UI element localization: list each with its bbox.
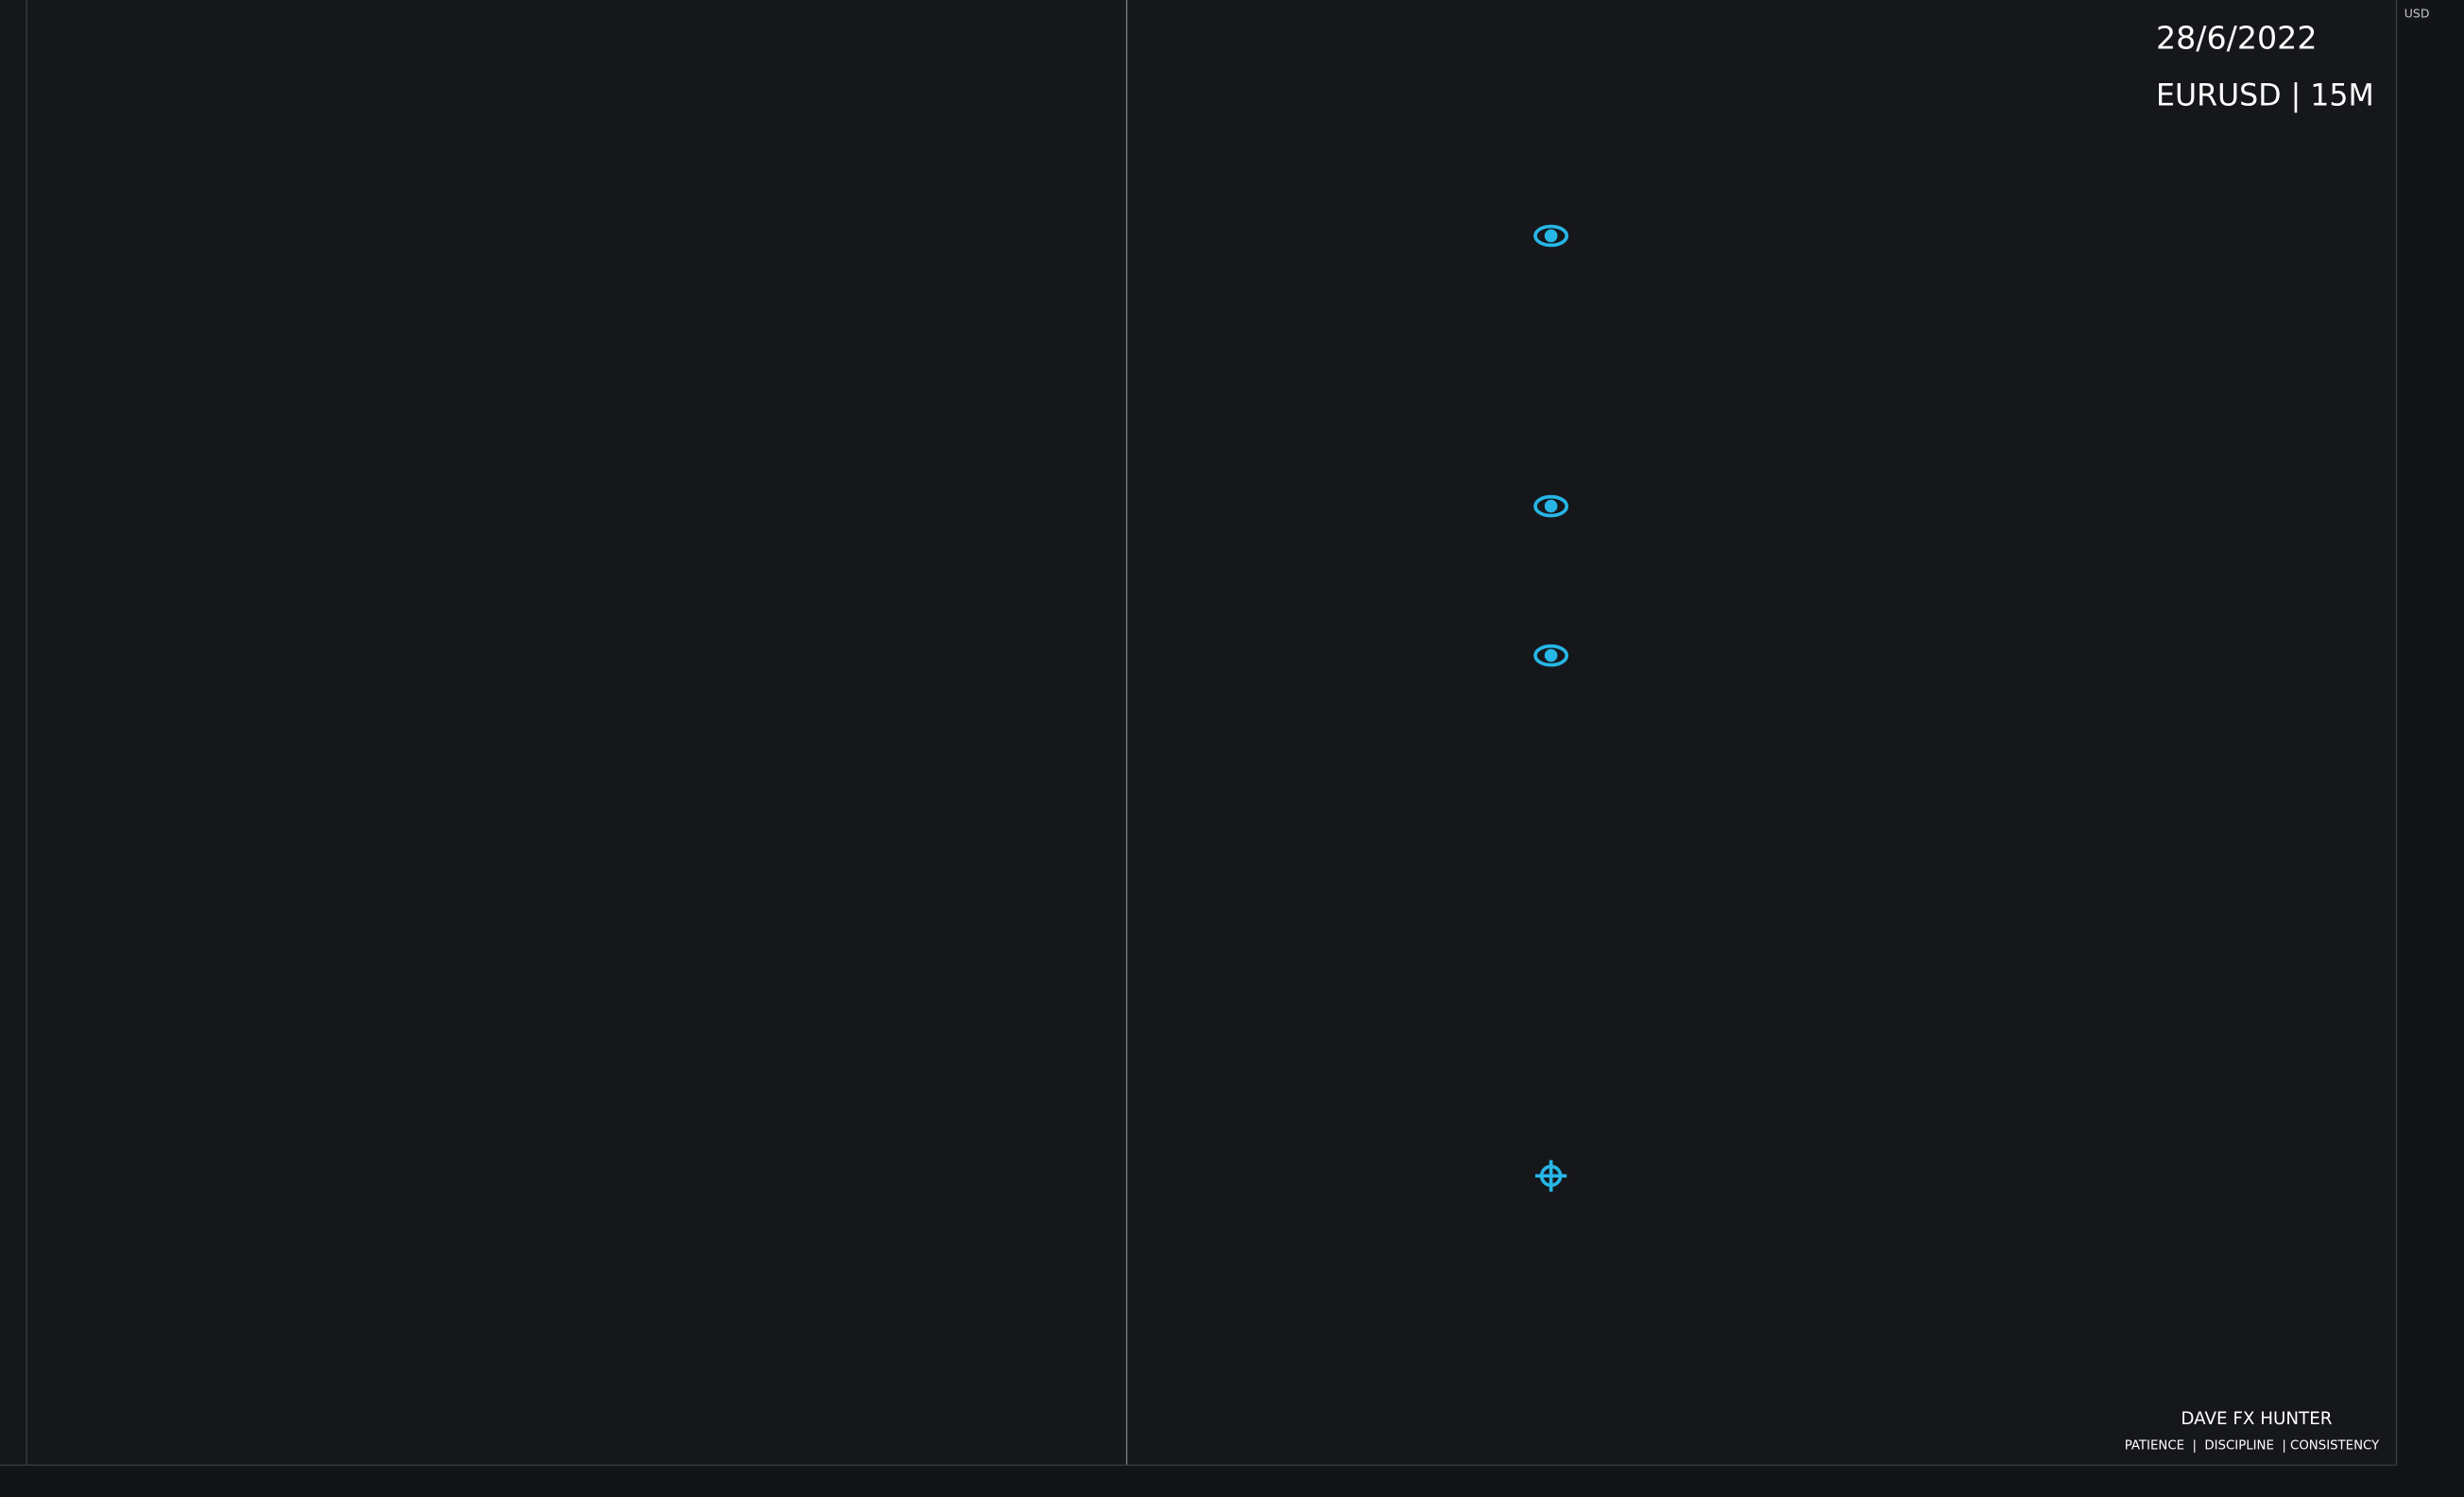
watermark-sub: PATIENCE | DISCIPLINE | CONSISTENCY	[2125, 1439, 2380, 1454]
currency: USD	[2404, 6, 2430, 20]
target-icon	[1535, 1160, 1567, 1192]
watermark: DAVE FX HUNTER	[2181, 1409, 2332, 1429]
chart-subtitle: EURUSD | 15M	[2156, 78, 2374, 112]
price-axis	[2396, 0, 2464, 1497]
time-axis	[0, 1465, 2464, 1497]
eye-icon	[1533, 224, 1569, 667]
chart-title: 28/6/2022	[2156, 20, 2317, 57]
